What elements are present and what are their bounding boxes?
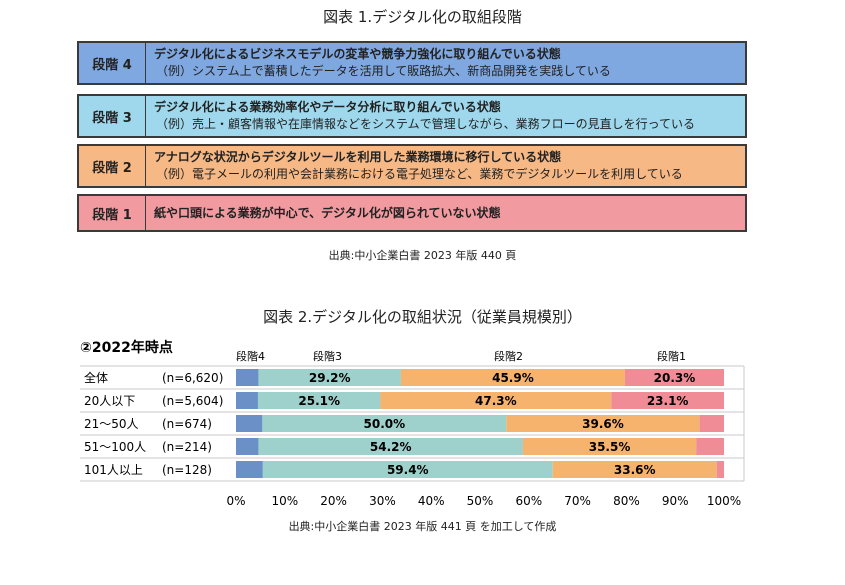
stage-3-example: （例）売上・顧客情報や在庫情報などをシステムで管理しながら、業務フローの見直しを… — [156, 117, 696, 131]
category-label: 全体 — [84, 370, 108, 385]
data-label: 50.0% — [364, 417, 406, 431]
n-label: (n=6,620) — [162, 371, 223, 385]
category-label: 20人以下 — [84, 394, 135, 408]
x-tick-label: 90% — [662, 494, 689, 508]
stage-2-example: （例）電子メールの利用や会計業務における電子処理など、業務でデジタルツールを利用… — [156, 167, 683, 181]
stage-4-row: 段階 4 デジタル化によるビジネスモデルの変革や競争力強化に取り組んでいる状態 … — [77, 41, 747, 85]
bar-segment — [380, 392, 612, 409]
data-label: 59.4% — [387, 463, 429, 477]
stage-4-body: デジタル化によるビジネスモデルの変革や競争力強化に取り組んでいる状態 （例）シス… — [146, 43, 745, 83]
bar-segment — [236, 438, 259, 455]
category-label: 101人以上 — [84, 463, 143, 477]
data-label: 25.1% — [298, 394, 340, 408]
stage-3-label: 段階 3 — [79, 96, 146, 136]
bar-segment — [624, 369, 724, 386]
bar-segment — [257, 392, 381, 409]
stage-4-label: 段階 4 — [79, 43, 146, 83]
data-label: 54.2% — [370, 440, 412, 454]
data-label: 29.2% — [309, 371, 351, 385]
stage-1-body: 紙や口頭による業務が中心で、デジタル化が図られていない状態 — [146, 196, 745, 230]
figure1-source: 出典:中小企業白書 2023 年版 440 頁 — [328, 249, 517, 262]
stage-2-description: アナログな状況からデジタルツールを利用した業務環境に移行している状態 — [154, 150, 562, 164]
stage-1-label: 段階 1 — [79, 196, 146, 230]
stage-3-row: 段階 3 デジタル化による業務効率化やデータ分析に取り組んでいる状態 （例）売上… — [77, 94, 747, 138]
stage-4-example: （例）システム上で蓄積したデータを活用して販路拡大、新商品開発を実践している — [156, 64, 611, 78]
figure1-title: 図表 1.デジタル化の取組段階 — [323, 8, 522, 26]
n-label: (n=674) — [162, 417, 212, 431]
legend-label-stage3: 段階3 — [313, 349, 342, 363]
bar-segment — [611, 392, 724, 409]
bar-segment — [236, 369, 259, 386]
stage-1-row: 段階 1 紙や口頭による業務が中心で、デジタル化が図られていない状態 — [77, 194, 747, 232]
bar-segment — [236, 461, 263, 478]
n-label: (n=5,604) — [162, 394, 223, 408]
category-label: 21～50人 — [84, 417, 139, 431]
x-tick-label: 100% — [707, 494, 741, 508]
x-tick-label: 20% — [320, 494, 347, 508]
bar-segment — [522, 438, 697, 455]
x-tick-label: 40% — [418, 494, 445, 508]
stage-4-description: デジタル化によるビジネスモデルの変革や競争力強化に取り組んでいる状態 — [154, 47, 561, 61]
x-tick-label: 30% — [369, 494, 396, 508]
x-tick-label: 60% — [515, 494, 542, 508]
bar-segment — [716, 461, 724, 478]
n-label: (n=128) — [162, 463, 212, 477]
bar-segment — [552, 461, 717, 478]
bar-segment — [236, 392, 258, 409]
category-label: 51～100人 — [84, 440, 146, 454]
stage-2-body: アナログな状況からデジタルツールを利用した業務環境に移行している状態 （例）電子… — [146, 146, 745, 186]
data-label: 33.6% — [614, 463, 656, 477]
stage-2-label: 段階 2 — [79, 146, 146, 186]
bar-segment — [400, 369, 625, 386]
data-label: 20.3% — [654, 371, 696, 385]
n-label: (n=214) — [162, 440, 212, 454]
bar-segment — [258, 369, 401, 386]
bar-segment — [262, 461, 553, 478]
data-label: 39.6% — [582, 417, 624, 431]
stage-2-row: 段階 2 アナログな状況からデジタルツールを利用した業務環境に移行している状態 … — [77, 144, 747, 188]
bar-segment — [236, 415, 263, 432]
x-tick-label: 70% — [564, 494, 591, 508]
x-tick-label: 80% — [613, 494, 640, 508]
data-label: 45.9% — [492, 371, 534, 385]
x-tick-label: 10% — [271, 494, 298, 508]
data-label: 47.3% — [475, 394, 517, 408]
bar-segment — [262, 415, 507, 432]
bar-segment — [258, 438, 523, 455]
legend-label-stage2: 段階2 — [494, 349, 523, 363]
bar-segment — [696, 438, 724, 455]
chart-title: ②2022年時点 — [80, 339, 173, 356]
legend-label-stage4: 段階4 — [236, 349, 265, 363]
x-tick-label: 50% — [467, 494, 494, 508]
stage-3-description: デジタル化による業務効率化やデータ分析に取り組んでいる状態 — [154, 100, 501, 114]
data-label: 35.5% — [589, 440, 631, 454]
stage-1-description: 紙や口頭による業務が中心で、デジタル化が図られていない状態 — [154, 205, 501, 220]
bar-segment — [699, 415, 724, 432]
figure2-title: 図表 2.デジタル化の取組状況（従業員規模別） — [263, 308, 582, 326]
bar-segment — [506, 415, 700, 432]
legend-label-stage1: 段階1 — [657, 349, 686, 363]
figure2-source: 出典:中小企業白書 2023 年版 441 頁 を加工して作成 — [288, 520, 557, 533]
x-tick-label: 0% — [226, 494, 245, 508]
stage-3-body: デジタル化による業務効率化やデータ分析に取り組んでいる状態 （例）売上・顧客情報… — [146, 96, 745, 136]
data-label: 23.1% — [647, 394, 689, 408]
